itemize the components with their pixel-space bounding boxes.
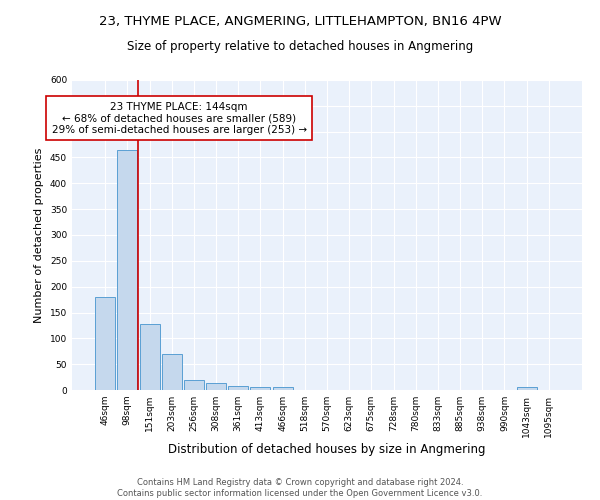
- Bar: [228, 386, 248, 390]
- Bar: [206, 384, 226, 390]
- Bar: [95, 297, 115, 390]
- Bar: [162, 354, 182, 390]
- Text: Contains HM Land Registry data © Crown copyright and database right 2024.
Contai: Contains HM Land Registry data © Crown c…: [118, 478, 482, 498]
- Bar: [184, 380, 204, 390]
- X-axis label: Distribution of detached houses by size in Angmering: Distribution of detached houses by size …: [168, 442, 486, 456]
- Bar: [140, 324, 160, 390]
- Text: 23 THYME PLACE: 144sqm
← 68% of detached houses are smaller (589)
29% of semi-de: 23 THYME PLACE: 144sqm ← 68% of detached…: [52, 102, 307, 135]
- Bar: [272, 388, 293, 390]
- Text: 23, THYME PLACE, ANGMERING, LITTLEHAMPTON, BN16 4PW: 23, THYME PLACE, ANGMERING, LITTLEHAMPTO…: [98, 15, 502, 28]
- Bar: [517, 388, 536, 390]
- Text: Size of property relative to detached houses in Angmering: Size of property relative to detached ho…: [127, 40, 473, 53]
- Bar: [250, 388, 271, 390]
- Bar: [118, 150, 137, 390]
- Y-axis label: Number of detached properties: Number of detached properties: [34, 148, 44, 322]
